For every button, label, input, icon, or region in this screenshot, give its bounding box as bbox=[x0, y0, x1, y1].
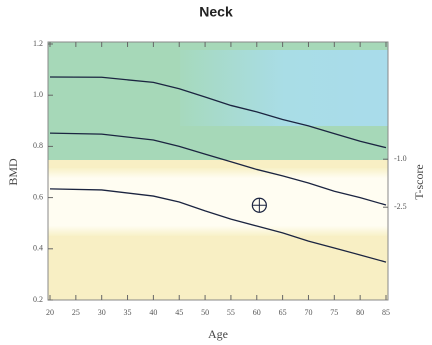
reference-curve bbox=[49, 76, 387, 149]
blue-zone bbox=[180, 50, 388, 126]
y-tick-label: 1.0 bbox=[33, 90, 43, 99]
x-tick-label: 50 bbox=[201, 308, 209, 317]
x-tick-label: 55 bbox=[227, 308, 235, 317]
y-tick-label: 0.2 bbox=[33, 295, 43, 304]
y-tick-label: 0.6 bbox=[33, 192, 43, 201]
y-tick-label: 0.4 bbox=[33, 244, 43, 253]
reference-curve bbox=[49, 132, 387, 206]
plot-frame bbox=[47, 41, 389, 301]
x-tick-label: 35 bbox=[124, 308, 132, 317]
x-tick-label: 45 bbox=[175, 308, 183, 317]
x-tick-label: 60 bbox=[253, 308, 261, 317]
x-tick-label: 85 bbox=[382, 308, 390, 317]
y-axis-label: BMD bbox=[6, 158, 20, 186]
y-tick-label: 0.8 bbox=[33, 141, 43, 150]
chart-title: Neck bbox=[199, 4, 233, 20]
y2-tick-label: -1.0 bbox=[394, 154, 407, 163]
y2-axis-label: T-score bbox=[412, 164, 426, 200]
x-tick-label: 30 bbox=[98, 308, 106, 317]
x-tick-label: 40 bbox=[149, 308, 157, 317]
y-tick-label: 1.2 bbox=[33, 39, 43, 48]
x-tick-label: 25 bbox=[72, 308, 80, 317]
x-tick-label: 20 bbox=[46, 308, 54, 317]
x-tick-label: 75 bbox=[330, 308, 338, 317]
plot-background bbox=[47, 41, 389, 301]
x-axis-label: Age bbox=[208, 327, 228, 341]
patient-marker-cross bbox=[252, 198, 267, 213]
y2-tick-label: -2.5 bbox=[394, 202, 407, 211]
x-tick-label: 70 bbox=[304, 308, 312, 317]
light-zone bbox=[48, 168, 388, 236]
x-tick-label: 65 bbox=[279, 308, 287, 317]
x-tick-label: 80 bbox=[356, 308, 364, 317]
reference-curve bbox=[49, 188, 387, 263]
